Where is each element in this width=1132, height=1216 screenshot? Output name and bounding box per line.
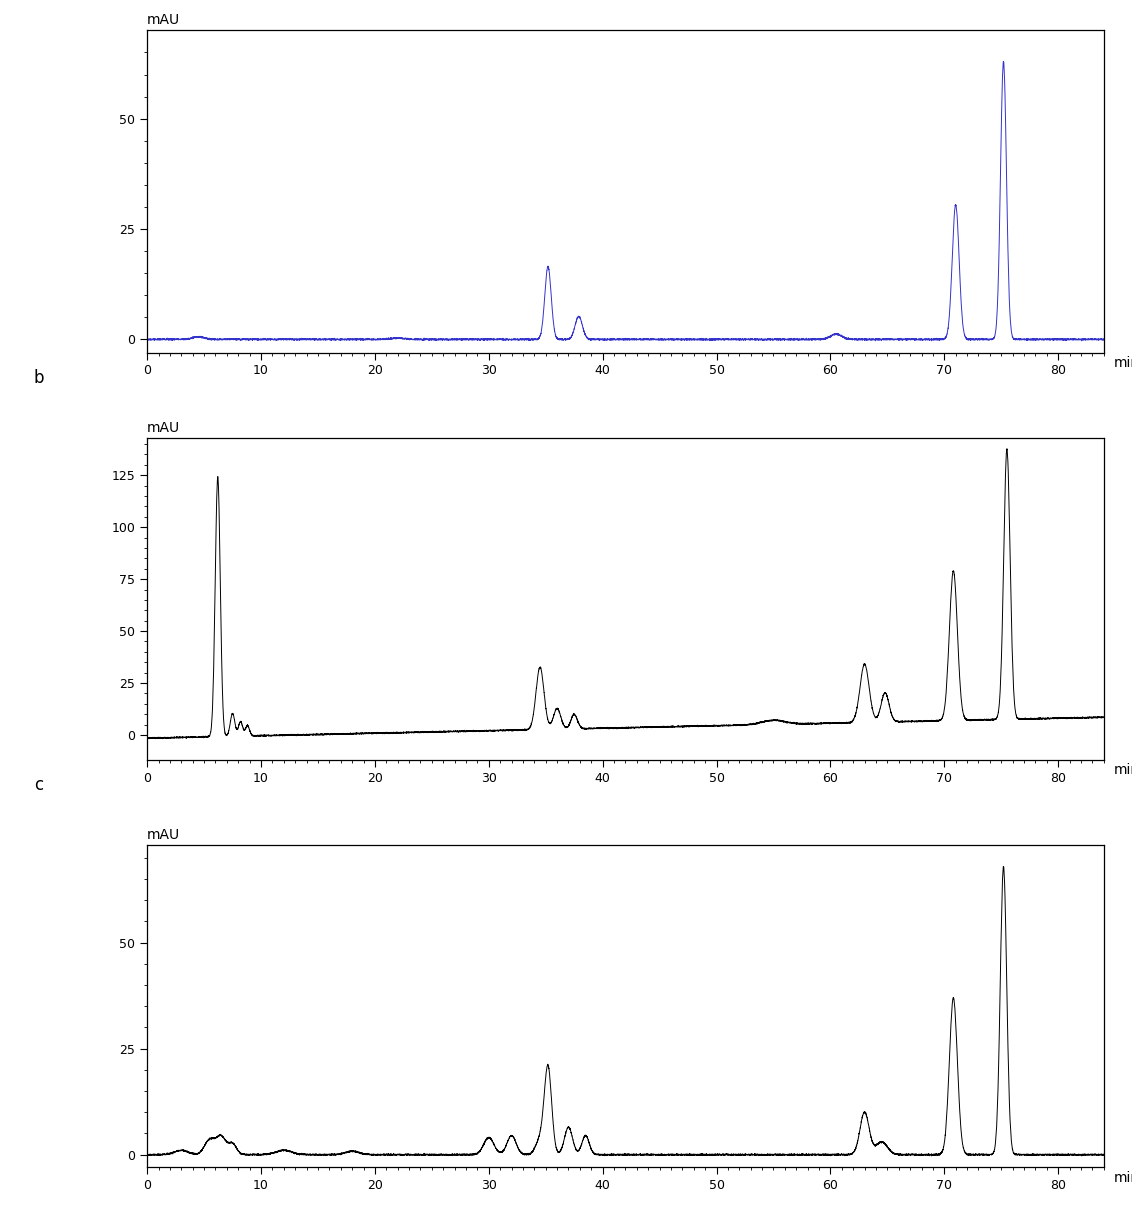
Text: mAU: mAU [147, 421, 180, 434]
Text: min: min [1113, 1171, 1132, 1184]
Text: mAU: mAU [147, 13, 180, 27]
Text: c: c [34, 776, 43, 794]
Text: mAU: mAU [147, 828, 180, 841]
Text: min: min [1113, 356, 1132, 370]
Text: min: min [1113, 764, 1132, 777]
Text: b: b [34, 368, 44, 387]
